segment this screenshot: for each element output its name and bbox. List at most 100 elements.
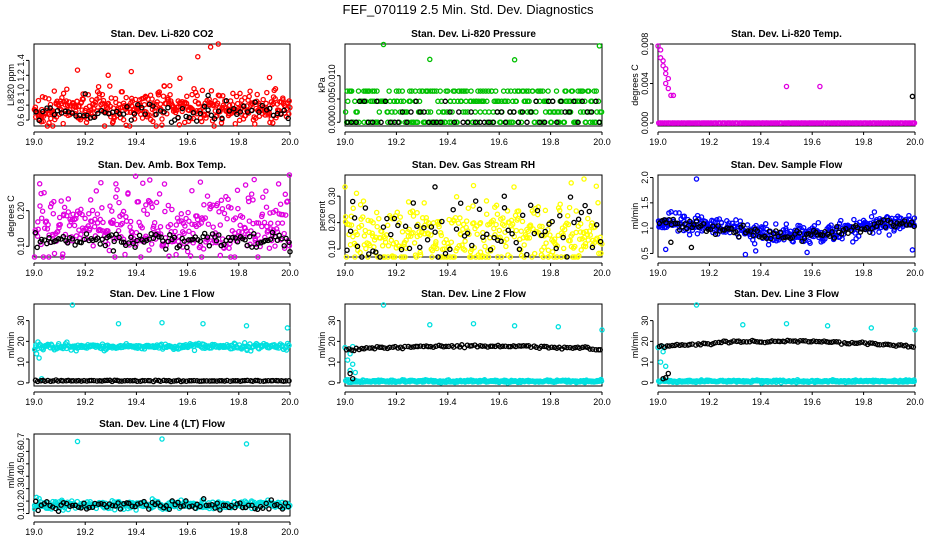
data-point [183, 378, 190, 384]
data-point [176, 122, 183, 128]
data-point [802, 338, 809, 344]
data-point [871, 209, 878, 215]
data-point [548, 344, 555, 350]
data-point [911, 120, 918, 126]
data-point [439, 218, 445, 225]
data-point [728, 225, 734, 232]
data-point [572, 243, 578, 250]
data-point [167, 91, 173, 98]
data-point [533, 98, 539, 105]
data-point [344, 247, 350, 253]
data-point [571, 98, 577, 105]
data-point [160, 93, 167, 99]
data-point [424, 237, 431, 243]
data-point [436, 223, 442, 230]
data-point [40, 108, 46, 115]
data-point [32, 227, 39, 233]
data-point [189, 221, 195, 227]
data-point [704, 221, 710, 227]
data-point [205, 221, 212, 227]
x-tick-label: 19.6 [179, 527, 197, 537]
x-tick-label: 20.0 [593, 397, 611, 407]
data-point [702, 340, 708, 347]
data-point [75, 377, 82, 384]
data-point [123, 94, 129, 101]
data-point [95, 83, 102, 90]
data-point [513, 98, 520, 105]
data-point [468, 88, 474, 94]
panel-3: Stan. Dev. Li-820 Temp.19.0 19.2 19.4 19.6 1… [630, 29, 924, 147]
data-point [286, 242, 293, 249]
data-point [800, 225, 807, 231]
data-point [502, 98, 509, 105]
data-point [783, 320, 790, 327]
data-point [807, 240, 813, 246]
data-point [417, 343, 424, 349]
data-point [457, 215, 463, 221]
data-point [546, 221, 552, 227]
data-point [444, 109, 450, 115]
data-point [197, 110, 204, 117]
data-point [74, 438, 81, 445]
data-point [244, 377, 251, 384]
data-point [156, 191, 163, 197]
data-point [66, 222, 73, 229]
data-point [464, 119, 471, 126]
data-point [519, 212, 526, 219]
panel-5: Stan. Dev. Gas Stream RH 19.0 19.2 19.4 19.6… [317, 160, 611, 278]
data-point [350, 233, 356, 240]
data-point [876, 229, 882, 235]
data-point [269, 229, 276, 236]
data-point [593, 88, 600, 94]
data-point [91, 377, 97, 384]
data-point [453, 226, 460, 232]
x-tick-label: 19.4 [128, 268, 146, 278]
data-point [564, 213, 571, 219]
data-point [143, 202, 149, 208]
data-point [549, 98, 556, 105]
data-point [96, 378, 103, 384]
data-point [857, 339, 863, 346]
data-point [45, 221, 51, 228]
data-point [374, 88, 380, 94]
data-point [421, 200, 427, 206]
x-axis: 19.0 19.2 19.4 19.6 19.8 20.0 [336, 131, 611, 147]
data-point [150, 103, 156, 109]
data-point [286, 342, 292, 349]
data-point [287, 248, 293, 255]
x-tick-label: 19.2 [76, 137, 94, 147]
data-point [116, 199, 122, 206]
y-tick-label: 0.6 [16, 445, 26, 458]
data-point [81, 236, 88, 243]
data-point [204, 234, 211, 240]
data-point [275, 181, 282, 187]
data-point [577, 345, 583, 351]
data-point [551, 236, 558, 242]
data-point [281, 243, 287, 249]
data-point [485, 254, 492, 260]
data-point [662, 80, 669, 87]
data-point [677, 342, 683, 349]
data-point [593, 222, 600, 228]
data-point [485, 88, 492, 94]
x-tick-label: 19.8 [855, 137, 873, 147]
y-tick-label: 0.20 [16, 202, 26, 220]
y-tick-label: 0.2 [16, 495, 26, 508]
data-point [93, 188, 100, 194]
x-tick-label: 19.0 [336, 397, 354, 407]
data-point [47, 105, 53, 111]
data-point [549, 249, 556, 255]
data-point [248, 228, 254, 234]
data-point [65, 196, 72, 202]
data-point [560, 234, 566, 241]
data-point [270, 120, 276, 126]
data-point [675, 220, 681, 227]
data-point [285, 115, 291, 122]
data-point [348, 347, 355, 353]
data-point [111, 238, 117, 245]
data-point [34, 378, 41, 385]
data-point [582, 202, 588, 209]
data-point [120, 111, 127, 117]
x-tick-label: 19.0 [649, 268, 667, 278]
